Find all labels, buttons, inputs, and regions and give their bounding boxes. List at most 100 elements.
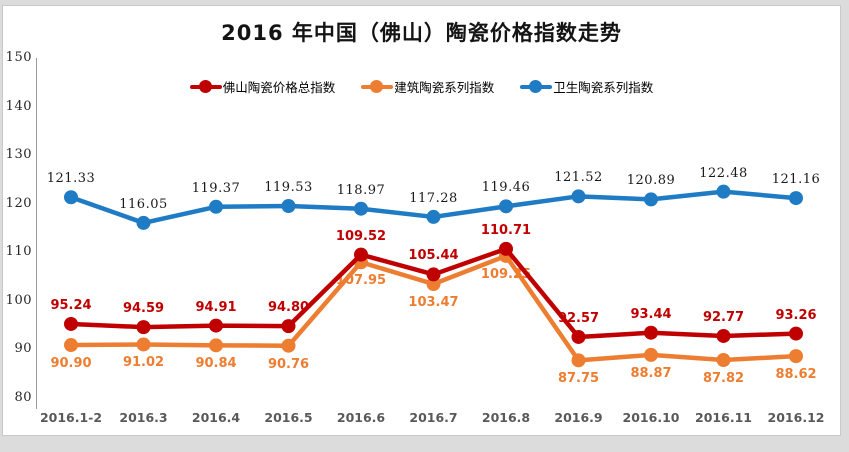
data-point-sanitary-series: [354, 201, 368, 216]
data-point-sanitary-series: [644, 192, 658, 207]
data-label-total-index: 94.59: [122, 301, 165, 317]
data-label-sanitary-series: 122.48: [699, 165, 748, 181]
data-label-sanitary-series: 121.33: [46, 171, 96, 187]
y-axis-tick-label: 130: [5, 147, 32, 163]
data-label-building-series: 88.62: [775, 367, 817, 383]
x-axis-tick-label: 2016.12: [767, 410, 825, 425]
data-point-sanitary-series: [716, 184, 731, 199]
data-point-building-series: [571, 353, 586, 368]
y-axis-tick-label: 120: [5, 195, 32, 211]
data-point-sanitary-series: [136, 215, 151, 230]
data-label-sanitary-series: 119.53: [264, 179, 313, 195]
data-label-total-index: 109.52: [335, 228, 387, 244]
data-point-sanitary-series: [499, 199, 513, 214]
y-axis-tick-label: 100: [5, 292, 32, 308]
x-axis-tick-label: 2016.6: [336, 410, 386, 425]
data-point-total-index: [426, 267, 441, 282]
data-label-sanitary-series: 119.37: [191, 180, 241, 196]
data-point-building-series: [644, 347, 658, 362]
data-point-total-index: [499, 241, 513, 256]
data-label-total-index: 94.80: [267, 300, 310, 316]
data-label-total-index: 105.44: [408, 248, 459, 264]
x-axis-tick-label: 2016.10: [622, 410, 680, 425]
data-label-building-series: 90.90: [50, 356, 92, 372]
x-axis-tick-label: 2016.9: [554, 410, 603, 425]
x-axis-tick-label: 2016.5: [264, 410, 313, 425]
data-label-sanitary-series: 118.97: [336, 182, 386, 198]
y-axis-tick-label: 150: [5, 50, 32, 65]
legend-label: 卫生陶瓷系列指数: [553, 80, 654, 95]
data-point-total-index: [64, 316, 78, 331]
data-point-building-series: [136, 337, 151, 352]
legend-label: 佛山陶瓷价格总指数: [222, 80, 336, 95]
data-label-total-index: 94.91: [195, 299, 237, 315]
data-label-building-series: 90.84: [195, 356, 237, 372]
data-label-total-index: 92.57: [557, 310, 600, 326]
data-label-building-series: 88.87: [630, 365, 672, 381]
data-point-sanitary-series: [789, 191, 803, 206]
x-axis-tick-label: 2016.3: [119, 410, 168, 425]
x-axis-tick-label: 2016.4: [191, 410, 241, 425]
data-label-total-index: 92.77: [702, 309, 745, 325]
data-point-total-index: [571, 329, 586, 344]
data-label-sanitary-series: 121.16: [771, 172, 821, 188]
data-label-building-series: 90.76: [267, 356, 310, 372]
data-point-building-series: [354, 255, 368, 270]
data-point-total-index: [281, 319, 296, 334]
data-point-sanitary-series: [64, 190, 78, 205]
data-point-sanitary-series: [209, 199, 223, 214]
data-label-sanitary-series: 120.89: [626, 173, 676, 189]
data-label-building-series: 87.75: [557, 371, 600, 387]
data-point-sanitary-series: [426, 209, 441, 224]
data-label-sanitary-series: 117.28: [409, 190, 458, 206]
data-point-total-index: [716, 328, 731, 343]
y-axis-tick-label: 80: [14, 390, 32, 405]
chart-title: 2016 年中国（佛山）陶瓷价格指数走势: [221, 21, 622, 45]
data-point-building-series: [426, 277, 441, 292]
line-marker-icon: [520, 80, 553, 93]
data-label-total-index: 95.24: [50, 297, 92, 313]
data-point-building-series: [209, 338, 223, 353]
data-label-sanitary-series: 119.46: [481, 180, 531, 196]
chart-legend: 佛山陶瓷价格总指数 建筑陶瓷系列指数 卫生陶瓷系列指数: [3, 77, 840, 96]
data-point-total-index: [209, 318, 223, 333]
data-point-total-index: [136, 320, 151, 335]
line-marker-icon: [189, 80, 222, 93]
data-point-total-index: [354, 247, 368, 262]
data-label-building-series: 91.02: [122, 355, 165, 371]
data-label-building-series: 109.25: [480, 266, 532, 282]
y-axis-tick-label: 140: [5, 98, 32, 114]
data-point-building-series: [716, 353, 731, 368]
legend-item-total-index: 佛山陶瓷价格总指数: [189, 77, 336, 96]
data-label-total-index: 93.26: [775, 307, 817, 323]
legend-label: 建筑陶瓷系列指数: [394, 80, 495, 95]
data-point-building-series: [281, 338, 296, 353]
data-point-sanitary-series: [571, 189, 586, 204]
data-point-sanitary-series: [281, 198, 296, 213]
line-marker-icon: [361, 80, 394, 93]
data-point-building-series: [64, 338, 78, 353]
x-axis-tick-label: 2016.7: [409, 410, 458, 425]
legend-item-building-series: 建筑陶瓷系列指数: [361, 77, 494, 96]
data-label-total-index: 110.71: [480, 222, 532, 238]
x-axis-tick-label: 2016.1-2: [39, 410, 103, 425]
data-label-building-series: 107.95: [335, 273, 387, 289]
data-label-building-series: 103.47: [408, 295, 459, 310]
data-label-sanitary-series: 121.52: [554, 170, 603, 186]
x-axis-tick-label: 2016.8: [481, 410, 531, 425]
y-axis-line: [36, 58, 37, 409]
data-label-building-series: 87.82: [702, 371, 745, 387]
data-point-total-index: [644, 325, 658, 340]
data-point-total-index: [789, 326, 803, 341]
data-point-building-series: [789, 349, 803, 364]
chart-canvas[interactable]: 2016 年中国（佛山）陶瓷价格指数走势 佛山陶瓷价格总指数 建筑陶瓷系列指数 …: [2, 5, 841, 436]
y-axis-tick-label: 90: [14, 341, 32, 357]
data-point-building-series: [499, 248, 513, 263]
data-label-total-index: 93.44: [630, 306, 672, 322]
data-label-sanitary-series: 116.05: [119, 196, 168, 212]
y-axis-tick-label: 110: [5, 244, 32, 260]
legend-item-sanitary-series: 卫生陶瓷系列指数: [520, 77, 653, 96]
plot-area: 80 90 100 110 120 130 140 150 2016.1-2 2016.3 2016…: [3, 6, 840, 435]
x-axis-tick-label: 2016.11: [695, 410, 752, 425]
